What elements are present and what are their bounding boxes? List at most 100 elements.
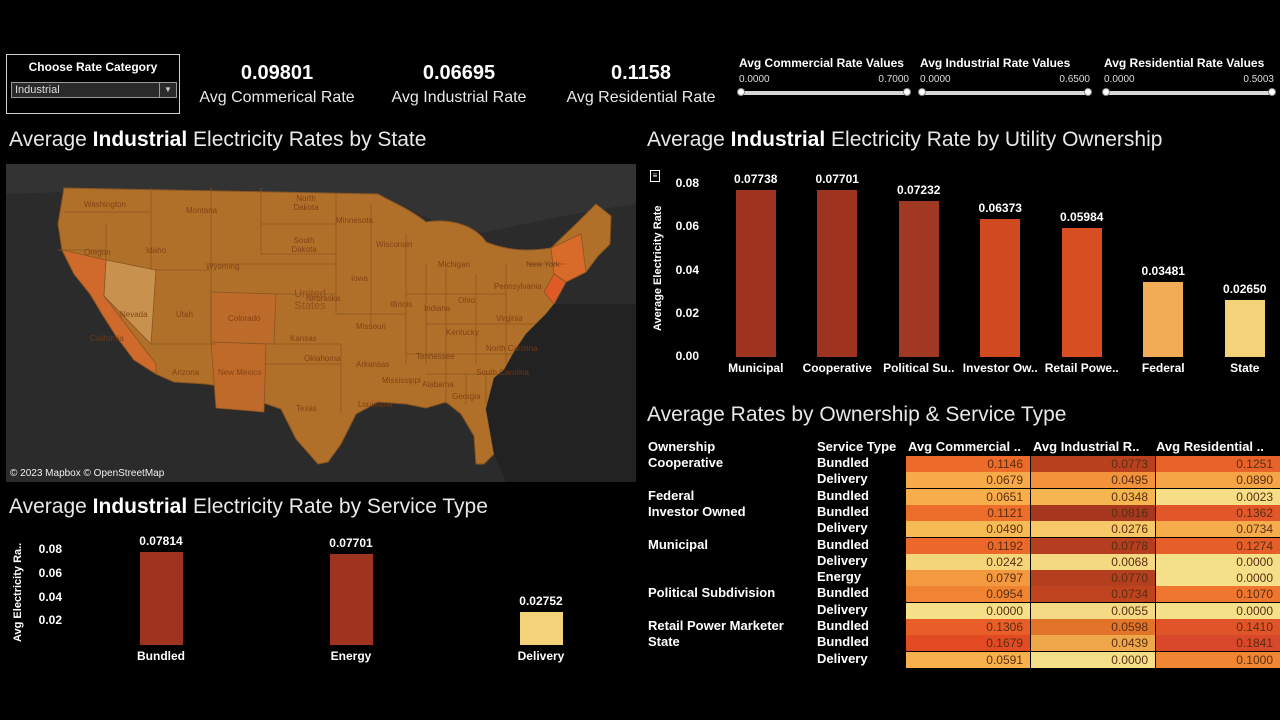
category-label[interactable]: State <box>1230 361 1260 375</box>
rate-cell[interactable]: 0.0651 <box>906 488 1030 505</box>
rate-cell[interactable]: 0.1410 <box>1156 619 1280 635</box>
service-type-cell[interactable]: Bundled <box>817 536 869 552</box>
rate-cell[interactable]: 0.0000 <box>1156 553 1280 570</box>
ownership-cell[interactable]: Political Subdivision <box>648 585 776 601</box>
rate-cell[interactable]: 0.0490 <box>906 521 1030 538</box>
ownership-cell[interactable]: State <box>648 634 680 650</box>
rate-cell[interactable]: 0.0734 <box>1031 586 1155 603</box>
slider-min-handle[interactable] <box>918 88 926 96</box>
bar[interactable] <box>1143 281 1184 357</box>
rate-cell[interactable]: 0.0242 <box>906 553 1030 570</box>
category-label[interactable]: Energy <box>330 649 372 663</box>
rate-cell[interactable]: 0.0000 <box>1156 602 1280 619</box>
category-label[interactable]: Investor Ow.. <box>962 361 1038 375</box>
column-header[interactable]: Ownership <box>648 439 716 454</box>
ownership-cell[interactable]: Federal <box>648 487 695 503</box>
rate-cell[interactable]: 0.0000 <box>1031 651 1155 668</box>
rate-cell[interactable]: 0.0276 <box>1031 521 1155 538</box>
rate-cell[interactable]: 0.1251 <box>1156 456 1280 472</box>
rate-cell[interactable]: 0.0439 <box>1031 635 1155 652</box>
bar[interactable] <box>898 200 939 357</box>
bar[interactable] <box>519 612 563 645</box>
rate-cell[interactable]: 0.0734 <box>1156 521 1280 538</box>
rate-cell[interactable]: 0.0591 <box>906 651 1030 668</box>
rate-cell[interactable]: 0.0890 <box>1156 472 1280 489</box>
rate-cell[interactable]: 0.1362 <box>1156 504 1280 521</box>
rate-cell[interactable]: 0.0000 <box>906 602 1030 619</box>
ownership-service-heat-table[interactable]: Ownership Service Type Avg Commercial ..… <box>647 438 1280 668</box>
rate-cell[interactable]: 0.1070 <box>1156 586 1280 603</box>
service-type-cell[interactable]: Delivery <box>817 552 868 568</box>
category-label[interactable]: Delivery <box>517 649 565 663</box>
ownership-cell[interactable]: Municipal <box>648 536 708 552</box>
category-label[interactable]: Political Su.. <box>883 361 955 375</box>
slider-max-handle[interactable] <box>1084 88 1092 96</box>
rate-category-select[interactable]: Industrial ▼ <box>11 82 177 98</box>
service-type-cell[interactable]: Bundled <box>817 618 869 633</box>
service-bar-chart[interactable]: Avg Electricity Ra.. 0.08 0.06 0.04 0.02 0.0… <box>6 530 636 670</box>
rate-cell[interactable]: 0.0816 <box>1031 504 1155 521</box>
ownership-cell[interactable]: Cooperative <box>648 455 724 470</box>
column-header[interactable]: Service Type <box>817 439 897 454</box>
service-type-cell[interactable]: Delivery <box>817 601 868 617</box>
rate-cell[interactable]: 0.0679 <box>906 472 1030 489</box>
ownership-cell[interactable]: Investor Owned <box>648 503 746 519</box>
bar[interactable] <box>329 553 373 645</box>
column-header[interactable]: Avg Commercial .. <box>908 439 1021 454</box>
rate-cell[interactable]: 0.0068 <box>1031 553 1155 570</box>
column-header[interactable]: Avg Residential .. <box>1156 439 1264 454</box>
bar[interactable] <box>980 219 1021 357</box>
service-type-cell[interactable]: Bundled <box>817 585 869 601</box>
bar[interactable] <box>817 190 858 357</box>
rate-cell[interactable]: 0.0778 <box>1031 537 1155 554</box>
state-rates-map[interactable]: Washington Oregon Idaho Montana North Da… <box>6 164 636 482</box>
chevron-down-icon[interactable]: ▼ <box>159 83 176 97</box>
slider-min-handle[interactable] <box>1102 88 1110 96</box>
rate-cell[interactable]: 0.1146 <box>906 456 1030 472</box>
rate-cell[interactable]: 0.0055 <box>1031 602 1155 619</box>
us-map[interactable] <box>6 164 636 482</box>
rate-cell[interactable]: 0.1192 <box>906 537 1030 554</box>
service-type-cell[interactable]: Bundled <box>817 455 869 470</box>
service-type-cell[interactable]: Bundled <box>817 634 869 650</box>
category-label[interactable]: Federal <box>1141 361 1185 375</box>
slider-max-handle[interactable] <box>1268 88 1276 96</box>
service-type-cell[interactable]: Delivery <box>817 650 868 666</box>
ownership-cell[interactable]: Retail Power Marketer <box>648 618 784 633</box>
bar[interactable] <box>1061 227 1102 357</box>
service-type-cell[interactable]: Bundled <box>817 503 869 519</box>
ownership-bar-chart[interactable]: Average Electricity Rate ≡ 0.08 0.06 0.04 0… <box>647 164 1280 384</box>
rate-cell[interactable]: 0.1679 <box>906 635 1030 652</box>
rate-cell[interactable]: 0.0770 <box>1031 570 1155 587</box>
slider-max-handle[interactable] <box>903 88 911 96</box>
service-type-cell[interactable]: Delivery <box>817 520 868 536</box>
slider-track[interactable] <box>737 88 911 96</box>
service-type-cell[interactable]: Delivery <box>817 471 868 487</box>
rate-cell[interactable]: 0.0598 <box>1031 619 1155 635</box>
column-header[interactable]: Avg Industrial R.. <box>1033 439 1140 454</box>
rate-cell[interactable]: 0.0495 <box>1031 472 1155 489</box>
rate-cell[interactable]: 0.0954 <box>906 586 1030 603</box>
bar[interactable] <box>1224 299 1265 357</box>
filter-icon[interactable]: ≡ <box>650 170 660 182</box>
rate-cell[interactable]: 0.1841 <box>1156 635 1280 652</box>
rate-cell[interactable]: 0.1121 <box>906 504 1030 521</box>
category-label[interactable]: Cooperative <box>802 361 872 375</box>
rate-cell[interactable]: 0.0348 <box>1031 488 1155 505</box>
rate-cell[interactable]: 0.1306 <box>906 619 1030 635</box>
category-label[interactable]: Municipal <box>728 361 784 375</box>
rate-cell[interactable]: 0.1274 <box>1156 537 1280 554</box>
slider-min-handle[interactable] <box>737 88 745 96</box>
rate-cell[interactable]: 0.0000 <box>1156 570 1280 587</box>
category-label[interactable]: Retail Powe.. <box>1044 361 1119 375</box>
slider-track[interactable] <box>1102 88 1276 96</box>
slider-track[interactable] <box>918 88 1092 96</box>
category-label[interactable]: Bundled <box>137 649 185 663</box>
rate-cell[interactable]: 0.1000 <box>1156 651 1280 668</box>
rate-cell[interactable]: 0.0023 <box>1156 488 1280 505</box>
service-type-cell[interactable]: Bundled <box>817 487 869 503</box>
rate-cell[interactable]: 0.0797 <box>906 570 1030 587</box>
bar[interactable] <box>139 552 183 645</box>
rate-cell[interactable]: 0.0773 <box>1031 456 1155 472</box>
bar[interactable] <box>735 189 776 357</box>
